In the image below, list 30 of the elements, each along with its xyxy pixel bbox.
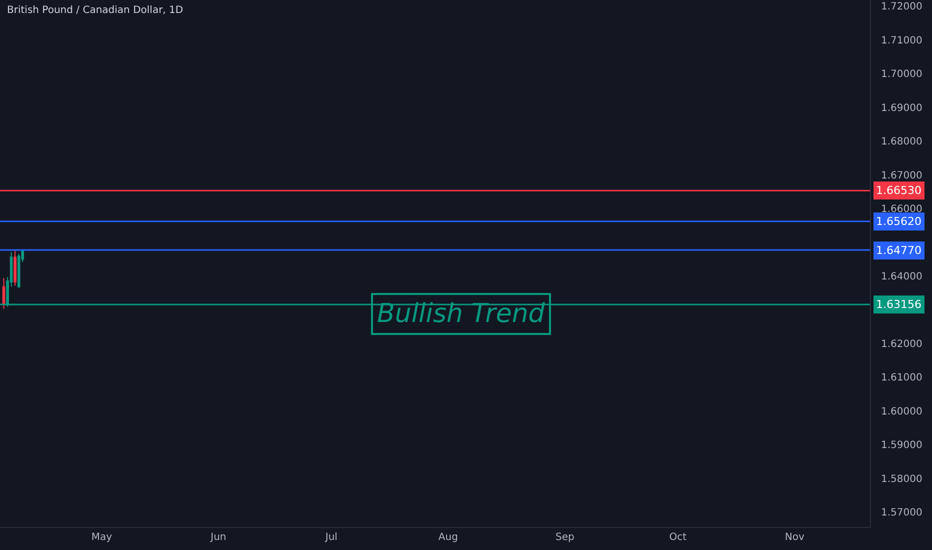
y-tick-label: 1.68000 bbox=[881, 136, 922, 148]
y-tick-label: 1.67000 bbox=[881, 170, 922, 182]
x-tick-label: Oct bbox=[669, 532, 687, 543]
x-tick-label: Nov bbox=[784, 532, 805, 543]
y-tick-label: 1.64000 bbox=[881, 271, 922, 282]
ref-line-label: 1.65620 bbox=[876, 215, 922, 228]
y-tick-label: 1.71000 bbox=[881, 35, 922, 46]
y-tick-label: 1.69000 bbox=[881, 102, 922, 114]
y-tick-label: 1.58000 bbox=[881, 474, 922, 485]
y-tick-label: 1.61000 bbox=[881, 372, 922, 384]
y-tick-label: 1.59000 bbox=[881, 440, 922, 452]
y-tick-label: 1.60000 bbox=[881, 406, 922, 418]
y-tick-label: 1.72000 bbox=[881, 2, 922, 13]
y-tick-label: 1.57000 bbox=[881, 508, 922, 519]
x-tick-label: Jul bbox=[324, 532, 338, 543]
text: British Pound / Canadian Dollar, 1D bbox=[7, 5, 184, 16]
y-tick-label: 1.62000 bbox=[881, 338, 922, 350]
y-tick-label: 1.70000 bbox=[881, 69, 922, 80]
ref-line-label: 1.63156 bbox=[876, 298, 922, 311]
candlestick bbox=[14, 250, 16, 286]
x-tick-label: Jun bbox=[210, 532, 226, 543]
ref-line-label: 1.64770 bbox=[876, 244, 922, 257]
candlestick bbox=[17, 254, 20, 288]
x-tick-label: Sep bbox=[556, 532, 574, 543]
y-tick-label: 1.66000 bbox=[881, 204, 922, 216]
annotation: Bullish Trend bbox=[377, 299, 546, 329]
candlestick bbox=[2, 278, 6, 310]
x-tick-label: Aug bbox=[438, 532, 458, 543]
x-tick-label: May bbox=[91, 532, 112, 543]
ref-line-label: 1.66530 bbox=[876, 184, 922, 197]
